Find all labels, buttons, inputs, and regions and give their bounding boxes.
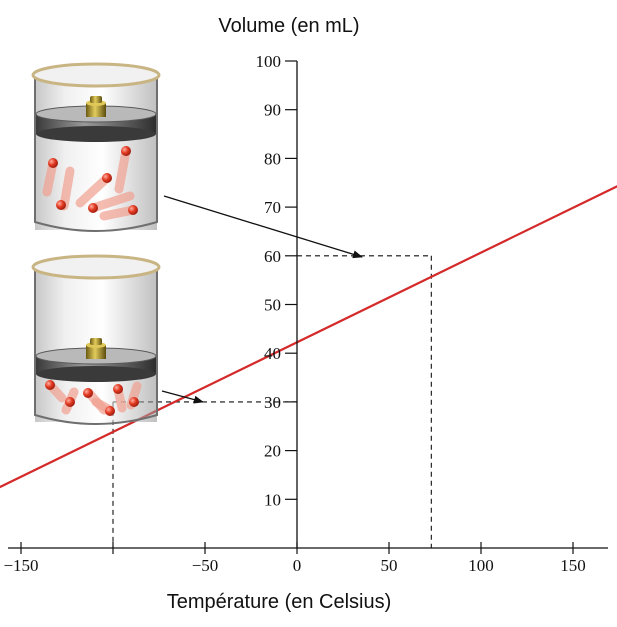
gas-molecules-expanded	[42, 146, 138, 221]
tick-labels: −250−150−5005010015020025030010203040506…	[3, 52, 586, 575]
cylinder-wall	[34, 270, 158, 425]
x-tick-label: 0	[293, 556, 302, 575]
callout-arrow-high	[163, 195, 363, 259]
y-tick-label: 80	[264, 149, 281, 168]
piston-plate-bottom	[36, 366, 156, 382]
y-tick-label: 10	[264, 490, 281, 509]
gas-molecule	[129, 397, 139, 407]
weight-knob	[90, 338, 102, 345]
x-tick-label: −50	[192, 556, 219, 575]
x-tick-label: 50	[381, 556, 398, 575]
piston-low-temperature-illustration	[31, 254, 161, 425]
x-tick-label: 150	[560, 556, 586, 575]
gas-molecule	[83, 388, 93, 398]
x-tick-label: 100	[468, 556, 494, 575]
chart-plot-area: −250−150−5005010015020025030010203040506…	[0, 52, 617, 575]
gas-molecules-compressed	[45, 380, 142, 416]
y-tick-label: 60	[264, 247, 281, 266]
cylinder-rim	[31, 62, 161, 88]
piston-plate-bottom	[36, 126, 156, 142]
gas-molecule	[102, 173, 112, 183]
gas-molecule	[45, 380, 55, 390]
series-line-measured	[0, 185, 617, 489]
x-tick-label: −150	[3, 556, 38, 575]
callout-arrow-low	[161, 390, 204, 404]
tick-marks	[20, 60, 574, 554]
weight-body	[86, 345, 106, 359]
gas-molecule	[128, 205, 138, 215]
gas-molecule	[113, 384, 123, 394]
gas-molecule	[48, 158, 58, 168]
cylinder-rim	[31, 254, 161, 280]
y-tick-label: 50	[264, 296, 281, 315]
weight-knob	[90, 96, 102, 103]
series-layer	[0, 185, 617, 489]
y-tick-label: 20	[264, 442, 281, 461]
y-tick-label: 90	[264, 101, 281, 120]
cylinder-wall	[34, 78, 158, 232]
y-tick-label: 100	[256, 52, 282, 71]
gas-molecule	[88, 203, 98, 213]
gas-molecule	[105, 406, 115, 416]
gas-molecule	[65, 397, 75, 407]
gas-molecule	[56, 200, 66, 210]
x-axis-title: Température (en Celsius)	[167, 591, 392, 613]
weight-body	[86, 103, 106, 117]
y-tick-label: 70	[264, 198, 281, 217]
y-tick-label: 30	[264, 393, 281, 412]
y-tick-label: 40	[264, 344, 281, 363]
gas-molecule	[121, 146, 131, 156]
piston-high-temperature-illustration	[31, 62, 161, 232]
y-axis-title: Volume (en mL)	[218, 15, 359, 37]
